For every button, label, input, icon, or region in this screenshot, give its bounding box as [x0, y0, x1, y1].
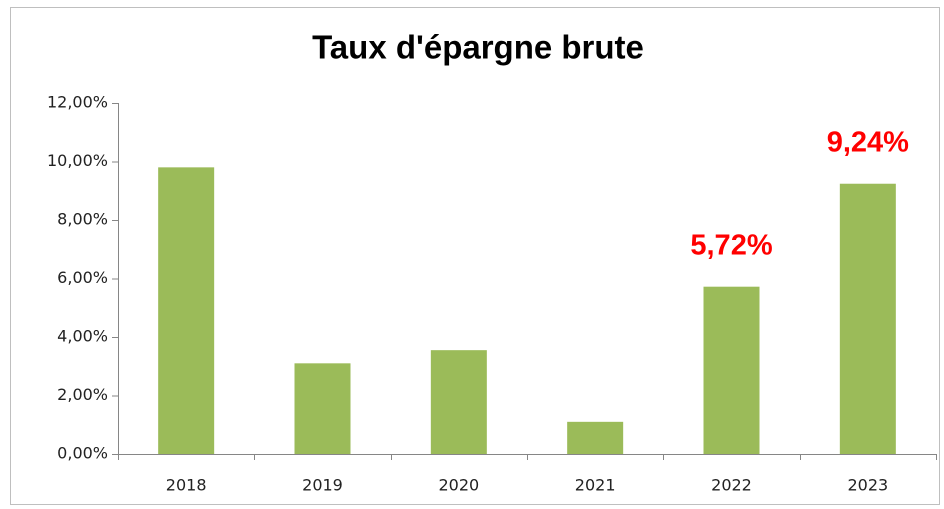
bar — [294, 363, 351, 454]
x-tick-label: 2021 — [575, 476, 616, 495]
x-tick-label: 2020 — [438, 476, 479, 495]
y-tick-label: 0,00% — [57, 444, 108, 463]
y-tick-label: 2,00% — [57, 385, 108, 404]
y-tick-label: 12,00% — [47, 93, 108, 112]
bar — [839, 183, 896, 455]
bar — [430, 350, 487, 454]
bar — [703, 286, 760, 454]
chart-title: Taux d'épargne brute — [312, 29, 644, 66]
y-tick-label: 8,00% — [57, 210, 108, 229]
y-tick-label: 6,00% — [57, 268, 108, 287]
y-tick-label: 10,00% — [47, 151, 108, 170]
y-tick-label: 4,00% — [57, 327, 108, 346]
x-tick-label: 2022 — [711, 476, 752, 495]
bar — [567, 421, 624, 454]
x-tick-label: 2018 — [166, 476, 207, 495]
value-label: 5,72% — [690, 229, 772, 261]
x-tick-label: 2023 — [847, 476, 888, 495]
bar — [158, 167, 215, 454]
x-tick-label: 2019 — [302, 476, 343, 495]
value-label: 9,24% — [827, 126, 909, 158]
